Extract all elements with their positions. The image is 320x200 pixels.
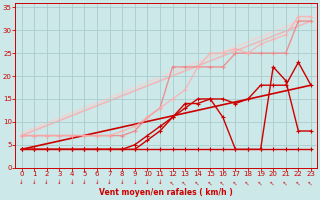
Text: ↑: ↑ [220,180,226,187]
Text: ↑: ↑ [245,180,252,187]
Text: ↑: ↑ [295,180,302,187]
Text: ↓: ↓ [132,180,137,185]
Text: ↑: ↑ [182,180,188,187]
Text: ↓: ↓ [95,180,99,185]
Text: ↑: ↑ [282,180,289,187]
Text: ↑: ↑ [270,180,276,187]
Text: ↓: ↓ [57,180,62,185]
Text: ↓: ↓ [82,180,87,185]
Text: ↑: ↑ [169,180,176,187]
Text: ↑: ↑ [257,180,264,187]
Text: ↓: ↓ [19,180,24,185]
Text: ↓: ↓ [158,180,162,185]
X-axis label: Vent moyen/en rafales ( km/h ): Vent moyen/en rafales ( km/h ) [100,188,233,197]
Text: ↑: ↑ [207,180,214,187]
Text: ↓: ↓ [32,180,36,185]
Text: ↓: ↓ [145,180,150,185]
Text: ↓: ↓ [69,180,74,185]
Text: ↑: ↑ [232,180,239,187]
Text: ↑: ↑ [308,180,314,187]
Text: ↓: ↓ [120,180,124,185]
Text: ↓: ↓ [44,180,49,185]
Text: ↓: ↓ [107,180,112,185]
Text: ↑: ↑ [194,180,201,187]
